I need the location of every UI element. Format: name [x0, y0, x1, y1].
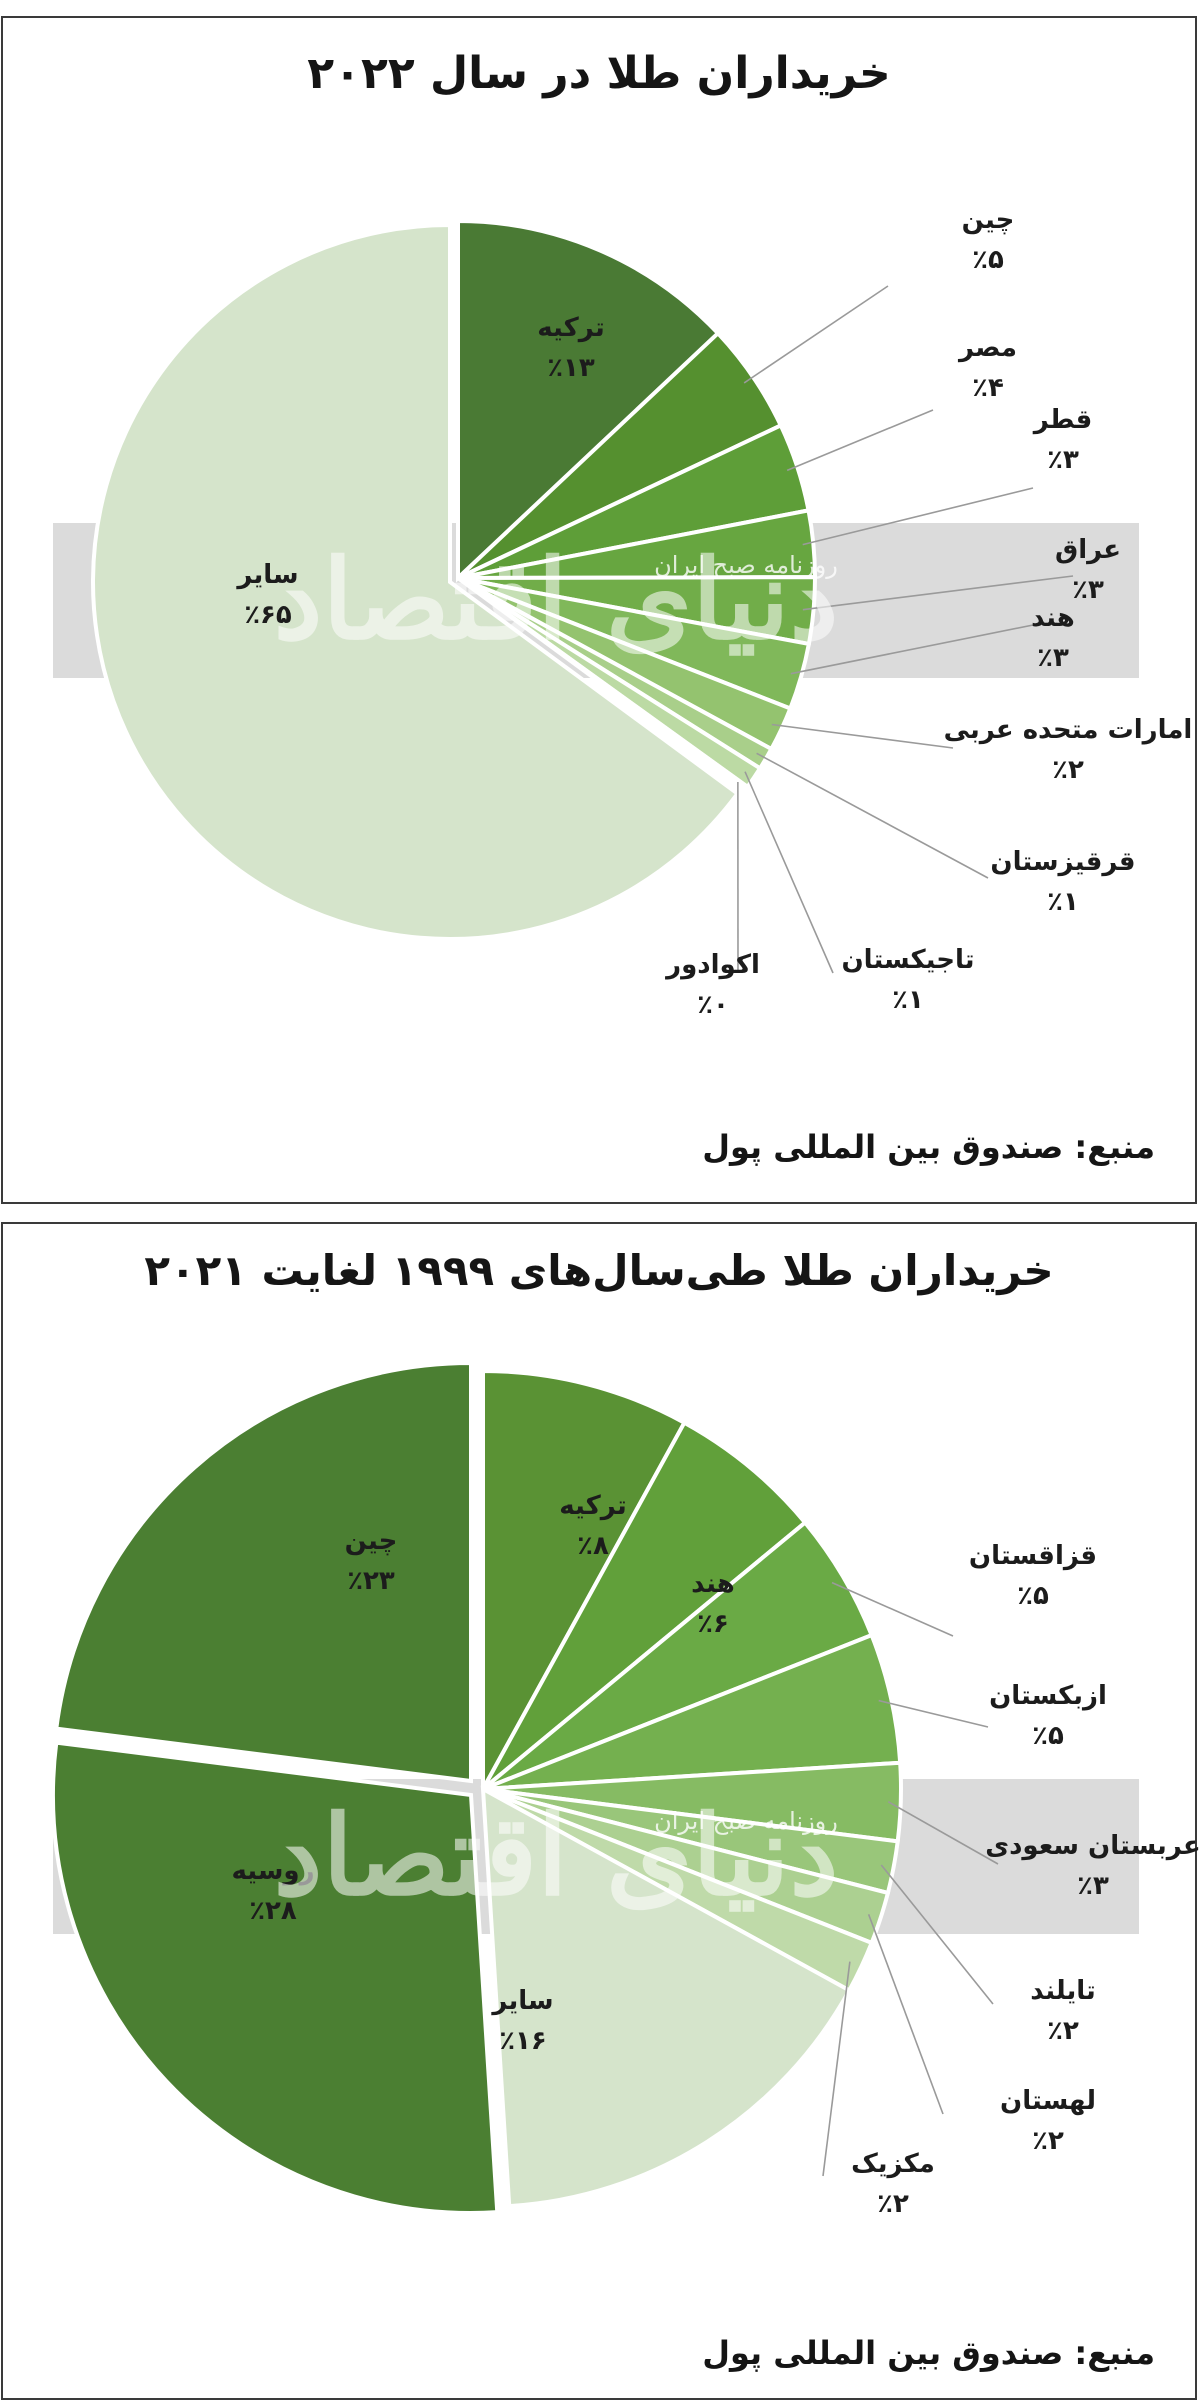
pie-slice: [481, 1419, 808, 1791]
pie-slice: [54, 1360, 473, 1784]
chart-panel-2022: خریداران طلا در سال ۲۰۲۲ ترکیه ٪۱۳ چین ٪۵ مص…: [1, 16, 1197, 1204]
pie-slice: [51, 1740, 500, 2215]
slice-label: عربستان سعودی: [985, 1831, 1199, 1861]
slice-label: قزاقستان: [969, 1541, 1097, 1571]
watermark-subtitle: روزنامه صبح ایران: [654, 1807, 838, 1835]
slice-value-label: ٪۲۸: [249, 1896, 297, 1926]
slice-value-label: ٪۶: [697, 1609, 729, 1639]
slice-label: هند: [691, 1569, 735, 1599]
pie-slice: [91, 222, 741, 941]
slice-value-label: ٪۳: [1072, 575, 1104, 605]
slice-value-label: ٪۵: [972, 245, 1004, 275]
slice-label: ازبکستان: [989, 1681, 1107, 1711]
slice-label: سایر: [490, 1986, 553, 2016]
slice-label: روسیه: [231, 1856, 314, 1886]
slice-label: چین: [962, 205, 1015, 235]
chart-title: خریداران طلا طی‌سال‌های ۱۹۹۹ لغایت ۲۰۲۱: [144, 1246, 1054, 1295]
pie-slice: [456, 576, 751, 793]
slice-value-label: ٪۲۳: [347, 1566, 395, 1596]
slice-label: هند: [1031, 603, 1075, 633]
watermark-logo: دنیای اقتصاد: [274, 535, 839, 664]
slice-value-label: ٪۱۶: [499, 2026, 547, 2056]
slice-value-label: ٪۸: [577, 1531, 609, 1561]
slice-label: امارات متحده عربی: [944, 715, 1193, 745]
pie-slice: [481, 1368, 688, 1790]
leader-line: [887, 1801, 999, 1865]
slice-label: عراق: [1055, 535, 1121, 565]
source-note: منبع: صندوق بین المللی پول: [702, 1128, 1155, 1166]
slice-label: قرقیزستان: [990, 847, 1135, 877]
slice-value-label: ٪۱: [1047, 887, 1079, 917]
slice-label: تایلند: [1030, 1976, 1096, 2006]
slice-value-label: ٪۵: [1032, 1721, 1064, 1751]
leader-line: [790, 622, 1044, 675]
slice-value-label: ٪۲: [1052, 755, 1084, 785]
slice-label: اکوادور: [664, 950, 760, 980]
slice-value-label: ٪۳: [1047, 445, 1079, 475]
watermark-logo: دنیای اقتصاد: [274, 1791, 839, 1920]
slice-value-label: ٪۳: [1077, 1871, 1109, 1901]
leader-line: [756, 752, 989, 879]
slice-label: چین: [345, 1526, 398, 1556]
slice-label: مکزیک: [851, 2149, 935, 2179]
slice-label: ترکیه: [559, 1491, 626, 1521]
pie-chart-1999-2021: ترکیه ٪۸ هند ٪۶ قزاقستان ٪۵ ازبکستان ٪۵ عربستان …: [51, 1360, 1199, 2219]
pie-slices: [91, 218, 818, 941]
slice-value-label: ٪۲: [1032, 2126, 1064, 2156]
slice-label: مصر: [957, 333, 1017, 363]
slice-value-label: ٪۱۳: [547, 353, 595, 383]
leader-line: [802, 575, 1074, 611]
leader-line: [867, 1914, 944, 2115]
slice-value-label: ٪۶۵: [244, 600, 292, 630]
pie-slices: [51, 1360, 903, 2215]
leader-line: [744, 771, 834, 974]
slice-value-label: ٪۲: [877, 2189, 909, 2219]
leader-line: [822, 1961, 851, 2177]
slice-value-label: ٪۲: [1047, 2016, 1079, 2046]
slice-label: ترکیه: [537, 313, 604, 343]
pie-chart-2022: ترکیه٪۱۳چین٪۵مصر٪۴قطر٪۳عراق٪۳هند٪۳امارات…: [53, 205, 1193, 1020]
slice-label: لهستان: [1000, 2086, 1096, 2116]
slice-label: قطر: [1032, 405, 1093, 435]
leader-line: [802, 487, 1034, 546]
slice-value-label: ٪۱: [892, 985, 924, 1015]
chart-title: خریداران طلا در سال ۲۰۲۲: [307, 48, 891, 99]
leader-line: [743, 285, 889, 384]
leader-line: [880, 1864, 994, 2005]
leader-line: [786, 409, 934, 472]
slice-value-label: ٪۰: [697, 990, 729, 1020]
slice-label: سایر: [235, 560, 298, 590]
watermark-subtitle: روزنامه صبح ایران: [654, 551, 838, 579]
chart-panel-1999-2021: خریداران طلا طی‌سال‌های ۱۹۹۹ لغایت ۲۰۲۱ …: [1, 1222, 1199, 2400]
pie-slice: [480, 1785, 853, 2209]
pie-slice: [456, 218, 721, 583]
slice-value-label: ٪۵: [1017, 1581, 1049, 1611]
slice-value-label: ٪۴: [972, 373, 1004, 403]
source-note: منبع: صندوق بین المللی پول: [702, 2334, 1155, 2372]
leader-line: [831, 1581, 954, 1637]
leader-line: [771, 723, 954, 749]
leader-line: [878, 1699, 989, 1728]
slice-value-label: ٪۳: [1037, 643, 1069, 673]
slice-label: تاجیکستان: [841, 945, 974, 975]
